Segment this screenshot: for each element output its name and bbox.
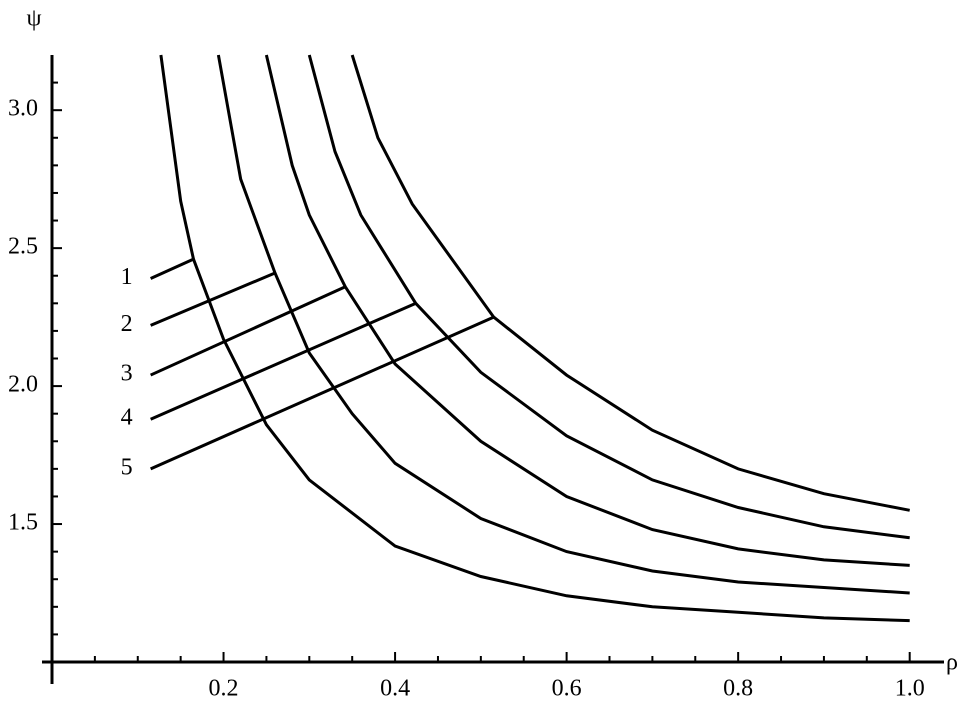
annotation-line (150, 271, 276, 327)
x-tick-label: 0.6 (552, 676, 582, 702)
annotation-label: 1 (121, 264, 133, 290)
annotation-line (150, 285, 346, 377)
annotation-line (150, 315, 495, 471)
annotation-label: 5 (121, 454, 133, 480)
x-tick-label: 1.0 (895, 676, 925, 702)
curve (216, 54, 910, 595)
annotation-line (150, 257, 195, 280)
x-tick-label: 0.2 (209, 676, 239, 702)
curve (350, 54, 910, 512)
y-tick-label: 3.0 (8, 96, 38, 122)
curve (159, 54, 910, 623)
y-tick-label: 2.0 (8, 372, 38, 398)
y-tick-label: 1.5 (8, 510, 38, 536)
x-axis-label: ρ (946, 650, 958, 676)
curve (307, 54, 910, 540)
y-axis-label: ψ (26, 6, 41, 32)
y-tick-label: 2.5 (8, 234, 38, 260)
x-tick-label: 0.4 (380, 676, 410, 702)
annotation-label: 3 (121, 361, 133, 387)
curve (264, 54, 910, 567)
annotation-line (150, 301, 417, 421)
annotation-label: 2 (121, 311, 133, 337)
annotation-label: 4 (121, 405, 133, 431)
x-tick-label: 0.8 (723, 676, 753, 702)
